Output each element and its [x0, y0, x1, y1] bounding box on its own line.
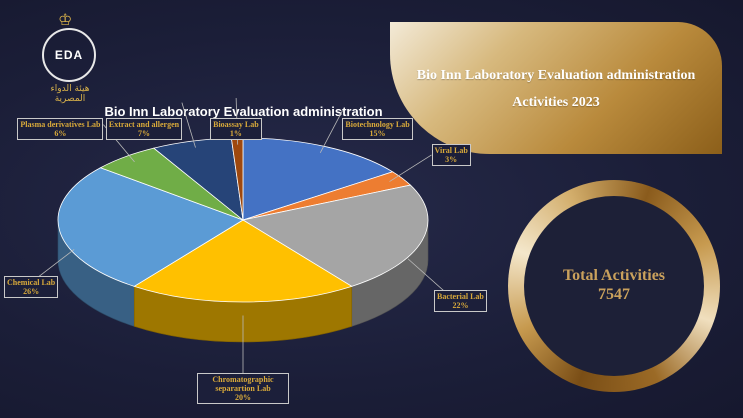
- data-label-value: 3%: [445, 154, 458, 164]
- total-ring-center: [524, 196, 704, 376]
- eda-logo: ♔ EDA هيئة الدواء المصرية: [38, 10, 102, 104]
- total-activities: Total Activities 7547: [524, 266, 704, 304]
- leader-line: [181, 102, 196, 148]
- logo-ring: [42, 28, 96, 82]
- logo-text: EDA: [54, 48, 84, 62]
- data-label-value: 20%: [235, 392, 251, 402]
- data-label-plasma-derivatives-lab: Plasma derivatives Lab 6%: [17, 118, 104, 140]
- data-label-value: 22%: [452, 300, 469, 310]
- data-label-value: 6%: [54, 129, 67, 138]
- data-label-bioassay-lab: Bioassay Lab 1%: [210, 118, 262, 140]
- data-label-name: Viral Lab: [434, 145, 468, 155]
- data-label-name: Biotechnology Lab: [345, 120, 410, 129]
- total-activities-label: Total Activities: [562, 267, 666, 284]
- data-label-chemical-lab: Chemical Lab 26%: [4, 275, 59, 298]
- data-label-value: 1%: [229, 129, 242, 138]
- data-label-chromatographic-separartion-lab: Chromatographic separartion Lab 20%: [197, 372, 289, 404]
- data-label-name: Chemical Lab: [7, 277, 56, 287]
- data-label-biotechnology-lab: Biotechnology Lab 15%: [342, 118, 413, 140]
- data-label-name: Chromatographic separartion Lab: [212, 374, 274, 393]
- data-label-name: Plasma derivatives Lab: [20, 120, 101, 129]
- title-panel: [390, 22, 722, 154]
- data-label-name: Extract and allergen: [108, 120, 180, 129]
- data-label-name: Bioassay Lab: [213, 120, 259, 129]
- data-label-extract-and-allergen: Extract and allergen 7%: [105, 118, 183, 140]
- panel-title: Bio Inn Laboratory Evaluation administra…: [390, 62, 722, 116]
- data-label-viral-lab: Viral Lab 3%: [431, 143, 471, 166]
- total-activities-value: 7547: [598, 286, 630, 303]
- panel-title-line2: Activities 2023: [512, 95, 600, 110]
- pie-slice-bacterial-lab: [241, 184, 429, 287]
- data-label-value: 15%: [369, 129, 386, 138]
- leader-line: [319, 110, 343, 153]
- panel-title-line1: Bio Inn Laboratory Evaluation administra…: [416, 68, 696, 83]
- logo-arabic-text: هيئة الدواء المصرية: [50, 84, 90, 104]
- data-label-bacterial-lab: Bacterial Lab 22%: [434, 289, 487, 312]
- chart-title: Bio Inn Laboratory Evaluation administra…: [104, 104, 383, 119]
- data-label-name: Bacterial Lab: [437, 291, 484, 301]
- pie-slice-chromatographic-separartion-lab: [133, 219, 353, 303]
- pie-slice-chemical-lab: [57, 167, 244, 287]
- data-label-value: 7%: [138, 129, 150, 138]
- leader-line: [389, 154, 432, 182]
- eagle-emblem-icon: ♔: [58, 12, 73, 29]
- data-label-value: 26%: [23, 286, 40, 296]
